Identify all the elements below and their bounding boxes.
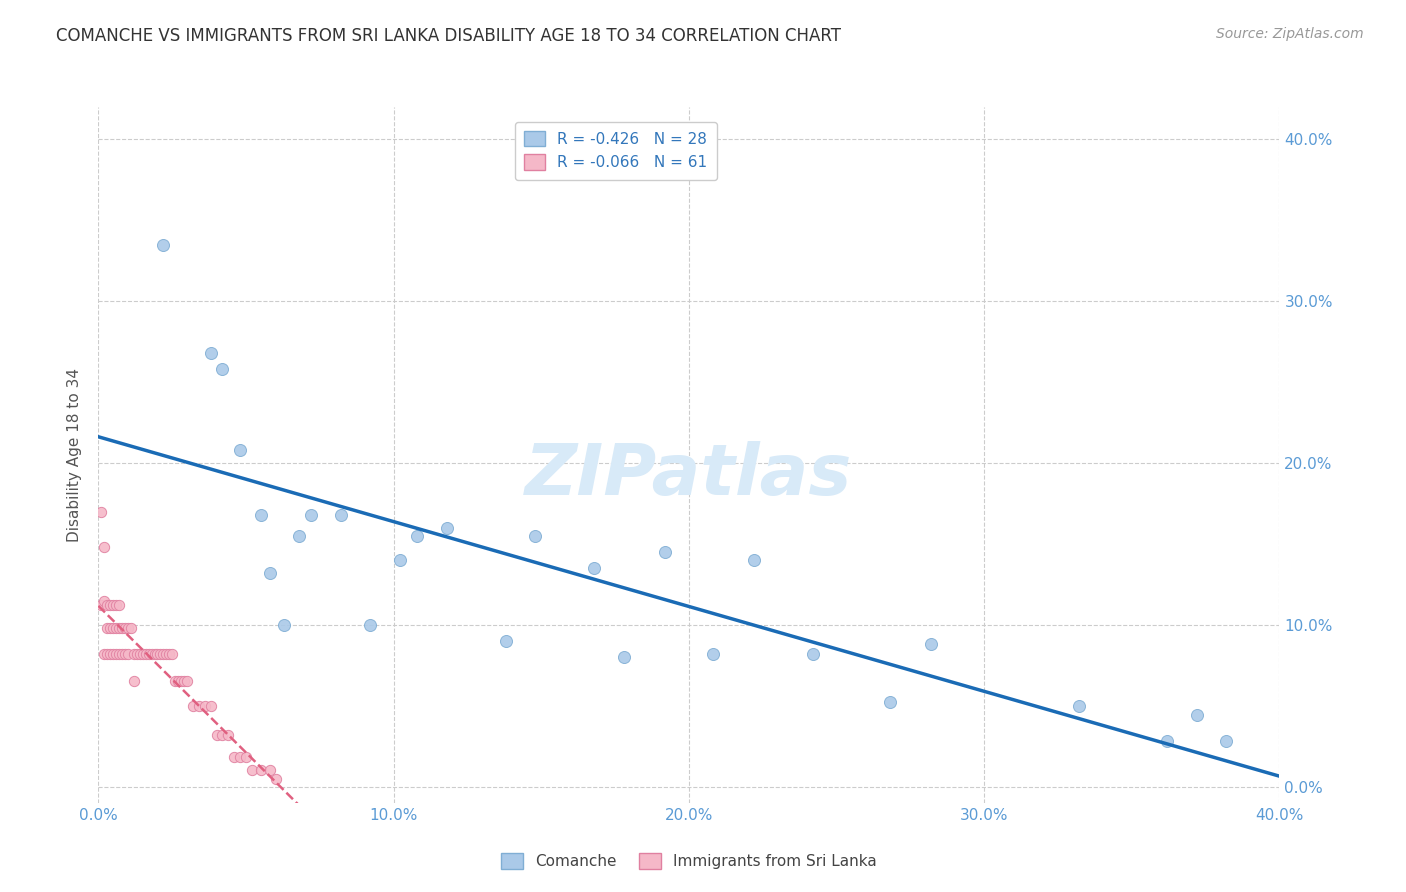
Point bbox=[200, 698, 222, 713]
Point bbox=[273, 617, 295, 632]
Point bbox=[122, 674, 145, 689]
Point bbox=[879, 696, 901, 710]
Point bbox=[114, 647, 136, 661]
Point bbox=[146, 647, 169, 661]
Point bbox=[495, 634, 517, 648]
Point bbox=[96, 599, 118, 613]
Point bbox=[299, 508, 322, 522]
Point bbox=[217, 728, 239, 742]
Point bbox=[96, 621, 118, 635]
Point bbox=[98, 599, 121, 613]
Point bbox=[205, 728, 228, 742]
Point bbox=[742, 553, 765, 567]
Point bbox=[125, 647, 148, 661]
Point bbox=[93, 593, 115, 607]
Point bbox=[111, 647, 134, 661]
Point bbox=[240, 764, 263, 778]
Point bbox=[1156, 734, 1178, 748]
Point bbox=[93, 647, 115, 661]
Point bbox=[96, 647, 118, 661]
Point bbox=[105, 599, 128, 613]
Point bbox=[359, 617, 381, 632]
Point bbox=[259, 566, 281, 580]
Point bbox=[122, 647, 145, 661]
Point bbox=[920, 637, 942, 651]
Point bbox=[702, 647, 724, 661]
Point bbox=[200, 346, 222, 360]
Point bbox=[117, 647, 139, 661]
Point bbox=[103, 647, 125, 661]
Point bbox=[583, 561, 606, 575]
Point bbox=[138, 647, 160, 661]
Text: COMANCHE VS IMMIGRANTS FROM SRI LANKA DISABILITY AGE 18 TO 34 CORRELATION CHART: COMANCHE VS IMMIGRANTS FROM SRI LANKA DI… bbox=[56, 27, 841, 45]
Point bbox=[524, 529, 547, 543]
Point bbox=[152, 237, 174, 252]
Point bbox=[388, 553, 411, 567]
Point bbox=[224, 750, 246, 764]
Point bbox=[211, 728, 233, 742]
Point bbox=[111, 621, 134, 635]
Point bbox=[329, 508, 352, 522]
Point bbox=[108, 621, 131, 635]
Point bbox=[654, 545, 676, 559]
Point bbox=[108, 647, 131, 661]
Point bbox=[108, 599, 131, 613]
Point bbox=[211, 362, 233, 376]
Point bbox=[90, 504, 112, 518]
Point bbox=[117, 621, 139, 635]
Point bbox=[98, 647, 121, 661]
Point bbox=[155, 647, 177, 661]
Point bbox=[259, 764, 281, 778]
Point bbox=[114, 621, 136, 635]
Point bbox=[128, 647, 150, 661]
Point bbox=[167, 674, 190, 689]
Point bbox=[406, 529, 429, 543]
Point bbox=[152, 647, 174, 661]
Point bbox=[194, 698, 217, 713]
Point bbox=[103, 621, 125, 635]
Point bbox=[250, 508, 273, 522]
Point bbox=[120, 621, 142, 635]
Point bbox=[132, 647, 155, 661]
Point bbox=[1185, 708, 1208, 723]
Point bbox=[181, 698, 204, 713]
Text: ZIPatlas: ZIPatlas bbox=[526, 442, 852, 510]
Point bbox=[165, 674, 187, 689]
Point bbox=[250, 764, 273, 778]
Point bbox=[1067, 698, 1090, 713]
Point bbox=[229, 443, 252, 458]
Point bbox=[229, 750, 252, 764]
Point bbox=[264, 772, 287, 786]
Point bbox=[157, 647, 180, 661]
Point bbox=[162, 647, 183, 661]
Point bbox=[141, 647, 163, 661]
Point bbox=[288, 529, 311, 543]
Point bbox=[187, 698, 209, 713]
Point bbox=[103, 599, 125, 613]
Point bbox=[173, 674, 195, 689]
Y-axis label: Disability Age 18 to 34: Disability Age 18 to 34 bbox=[67, 368, 83, 542]
Point bbox=[613, 650, 636, 665]
Point bbox=[105, 647, 128, 661]
Point bbox=[90, 599, 112, 613]
Point bbox=[436, 521, 458, 535]
Point bbox=[143, 647, 166, 661]
Point bbox=[135, 647, 157, 661]
Point bbox=[149, 647, 172, 661]
Point bbox=[176, 674, 198, 689]
Point bbox=[93, 540, 115, 554]
Point bbox=[105, 621, 128, 635]
Point bbox=[98, 621, 121, 635]
Point bbox=[801, 647, 824, 661]
Point bbox=[1215, 734, 1237, 748]
Text: Source: ZipAtlas.com: Source: ZipAtlas.com bbox=[1216, 27, 1364, 41]
Point bbox=[170, 674, 193, 689]
Point bbox=[235, 750, 257, 764]
Legend: Comanche, Immigrants from Sri Lanka: Comanche, Immigrants from Sri Lanka bbox=[495, 847, 883, 875]
